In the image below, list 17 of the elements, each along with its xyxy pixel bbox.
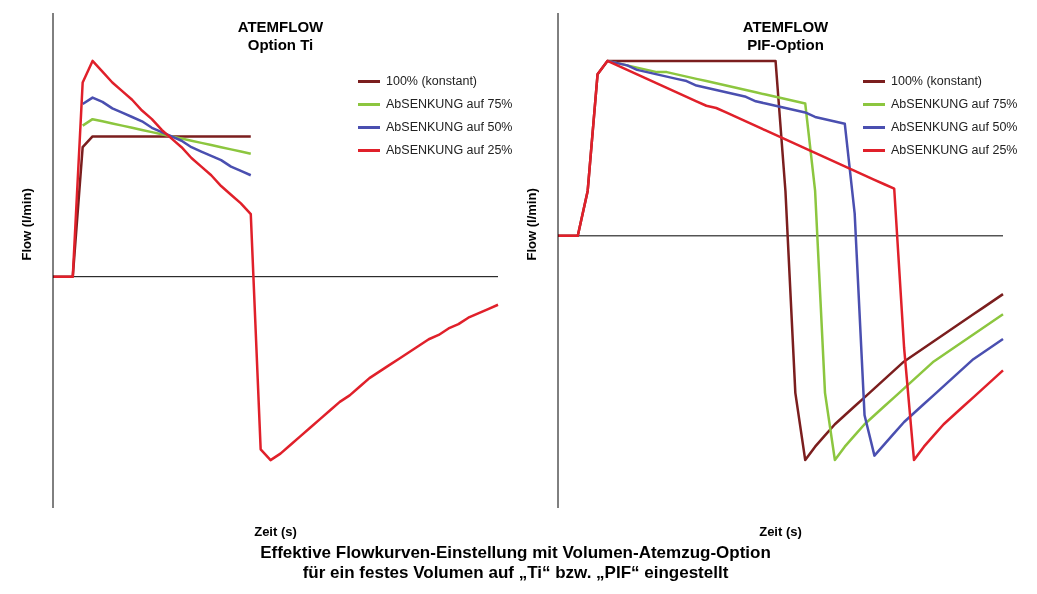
legend-label: AbSENKUNG auf 25% xyxy=(386,142,513,159)
x-axis-title: Zeit (s) xyxy=(759,524,802,539)
legend-label: AbSENKUNG auf 50% xyxy=(891,119,1018,136)
chart-title: ATEMFLOW xyxy=(741,18,830,36)
x-axis-title: Zeit (s) xyxy=(254,524,297,539)
chart-subtitle: PIF-Option xyxy=(746,36,825,54)
legend-label: AbSENKUNG auf 50% xyxy=(386,119,513,136)
chart-title: ATEMFLOW xyxy=(236,18,325,36)
legend-label: 100% (konstant) xyxy=(891,73,983,90)
text: Effektive Flowkurven-Einstellung mit Volumen-Atemzug-Option für ein festes Volumen auf „Ti“ bzw. „PIF“ eingestellt xyxy=(259,543,772,583)
y-axis-title: Flow (l/min) xyxy=(523,188,539,261)
legend-label: 100% (konstant) xyxy=(386,73,478,90)
legend-label: AbSENKUNG auf 75% xyxy=(891,96,1018,113)
legend-label: AbSENKUNG auf 25% xyxy=(891,142,1018,159)
chart-subtitle: Option Ti xyxy=(246,36,315,54)
y-axis-title: Flow (l/min) xyxy=(18,188,34,261)
legend-label: AbSENKUNG auf 75% xyxy=(386,96,513,113)
